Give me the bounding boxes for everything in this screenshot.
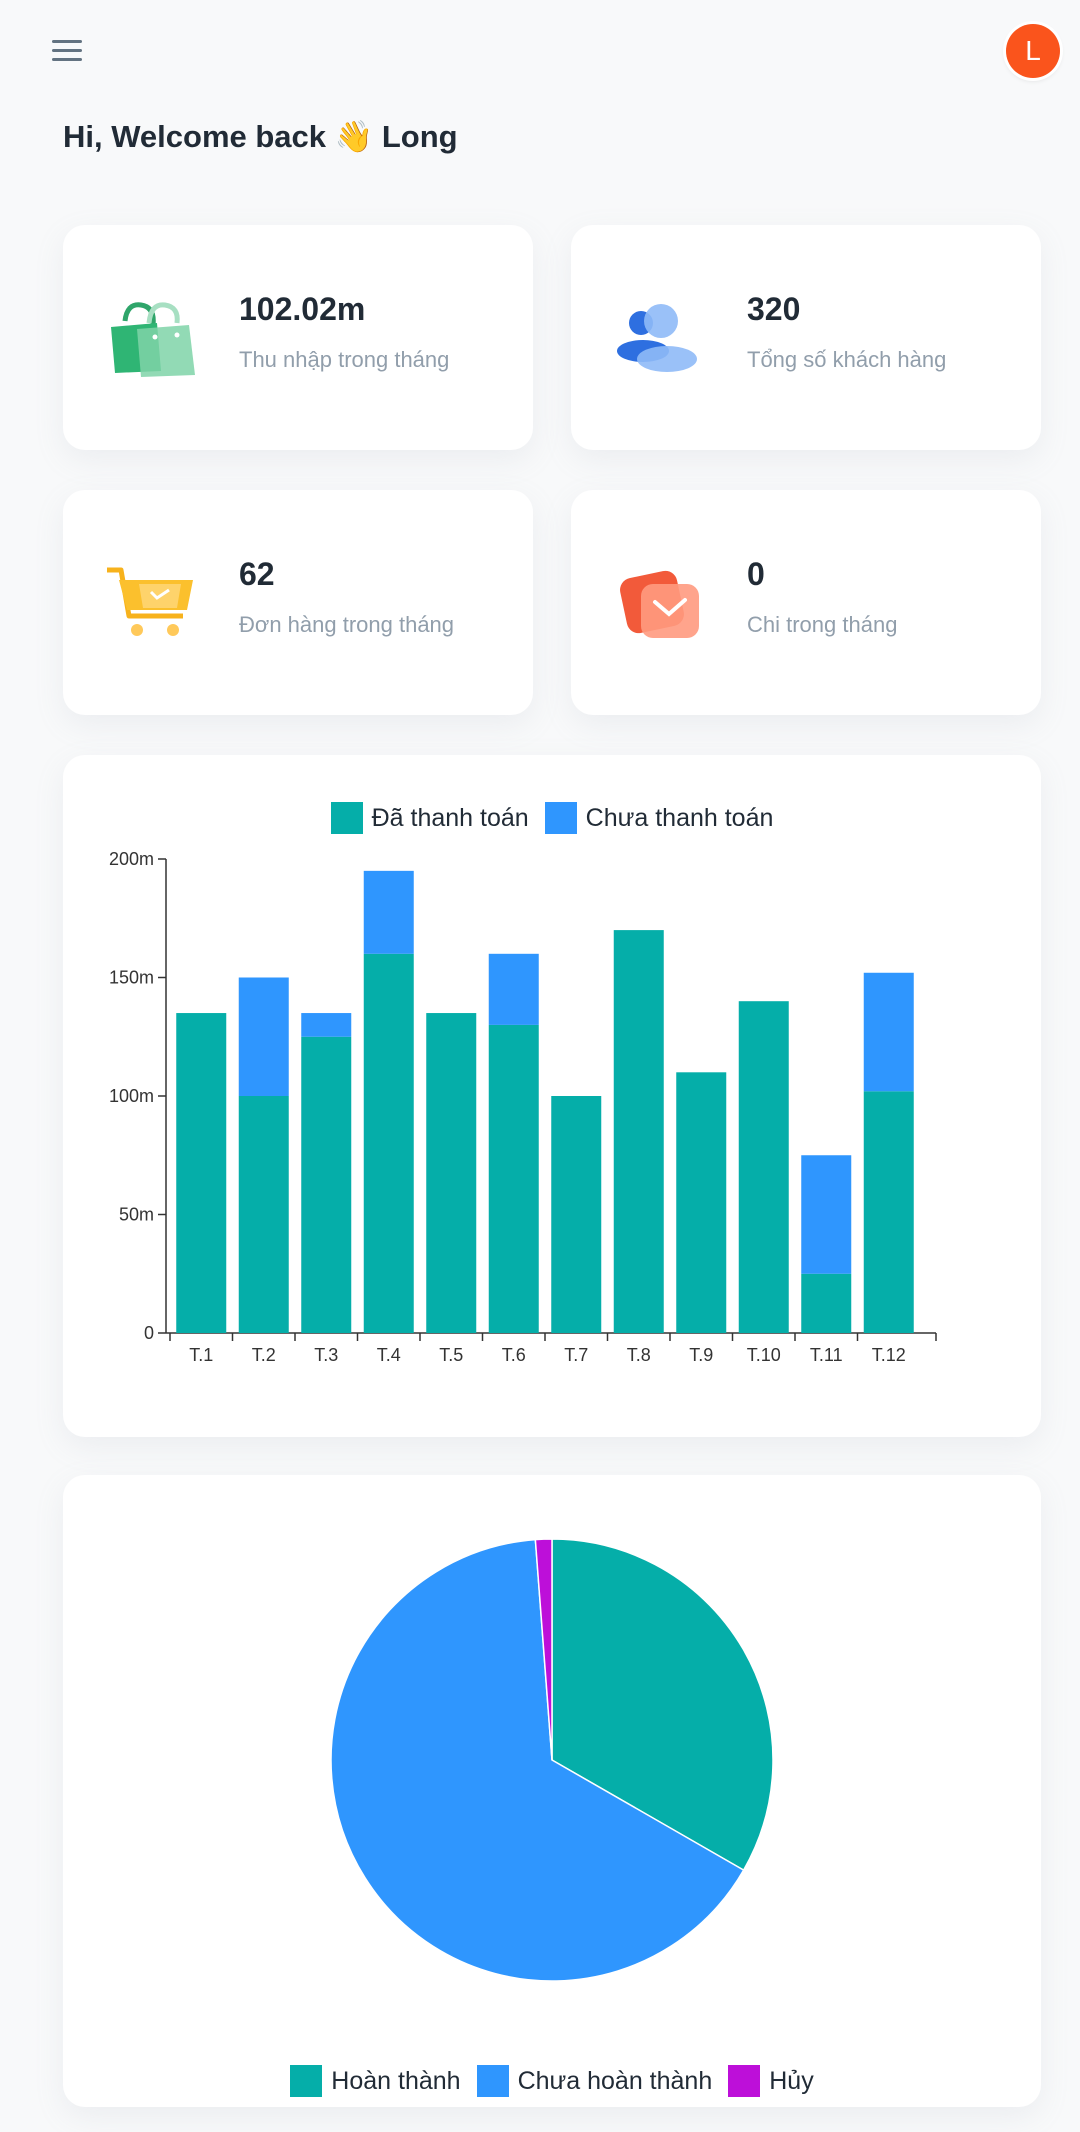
legend-label: Chưa hoàn thành — [517, 2066, 713, 2095]
stat-card-orders: 62 Đơn hàng trong tháng — [63, 490, 533, 715]
legend-label: Đã thanh toán — [371, 803, 529, 832]
x-tick-label: T.5 — [439, 1345, 463, 1365]
greeting-title: Hi, Welcome back 👋 Long — [63, 119, 458, 154]
bar-chart-legend: Đã thanh toán Chưa thanh toán — [63, 802, 1041, 834]
x-tick-label: T.6 — [502, 1345, 526, 1365]
stat-value: 62 — [239, 556, 275, 592]
stat-value: 102.02m — [239, 291, 366, 327]
top-bar: L — [0, 0, 1080, 100]
bar-paid[interactable] — [488, 1024, 539, 1333]
legend-item-incomplete[interactable]: Chưa hoàn thành — [476, 2065, 713, 2097]
y-tick-label: 100m — [109, 1086, 154, 1106]
stat-label: Thu nhập trong tháng — [239, 347, 450, 372]
stat-card-expense: 0 Chi trong tháng — [571, 490, 1041, 715]
legend-swatch-completed — [290, 2065, 323, 2097]
x-tick-label: T.4 — [377, 1345, 401, 1365]
legend-item-unpaid[interactable]: Chưa thanh toán — [544, 802, 774, 834]
bar-unpaid[interactable] — [301, 1013, 352, 1037]
bar-unpaid[interactable] — [363, 870, 414, 954]
x-tick-label: T.1 — [189, 1345, 213, 1365]
legend-swatch-cancelled — [728, 2065, 761, 2097]
legend-label: Hoàn thành — [331, 2066, 461, 2095]
bar-paid[interactable] — [301, 1036, 352, 1333]
bar-paid[interactable] — [738, 1001, 789, 1333]
x-tick-label: T.11 — [810, 1345, 843, 1365]
stat-card-customers: 320 Tổng số khách hàng — [571, 225, 1041, 450]
bar-paid[interactable] — [863, 1091, 914, 1333]
stat-value: 0 — [747, 556, 765, 592]
bar-chart-card: Đã thanh toán Chưa thanh toán 0 50m 100m 15… — [63, 755, 1041, 1437]
pie-chart — [330, 1538, 774, 1982]
x-tick-label: T.10 — [747, 1345, 781, 1365]
legend-swatch-incomplete — [476, 2065, 509, 2097]
users-icon — [611, 293, 711, 383]
stat-label: Đơn hàng trong tháng — [239, 612, 455, 637]
y-tick-label: 200m — [109, 849, 154, 869]
pie-slice-incomplete[interactable] — [330, 1538, 745, 1982]
bar-unpaid[interactable] — [488, 953, 539, 1025]
bar-unpaid[interactable] — [238, 977, 289, 1097]
shopping-bag-icon — [103, 293, 203, 383]
legend-item-cancelled[interactable]: Hủy — [728, 2065, 814, 2097]
legend-label: Chưa thanh toán — [585, 803, 774, 832]
hamburger-menu-icon[interactable] — [52, 38, 84, 64]
bar-paid[interactable] — [801, 1273, 852, 1333]
y-tick-label: 0 — [144, 1323, 154, 1343]
y-tick-label: 150m — [109, 968, 154, 988]
legend-swatch-unpaid — [544, 802, 577, 834]
shopping-cart-icon — [103, 558, 203, 648]
bar-paid[interactable] — [676, 1072, 727, 1333]
bar-paid[interactable] — [551, 1096, 602, 1333]
x-tick-label: T.8 — [627, 1345, 651, 1365]
bar-paid[interactable] — [238, 1096, 289, 1333]
legend-label: Hủy — [769, 2066, 814, 2095]
pie-chart-legend: Hoàn thành Chưa hoàn thành Hủy — [63, 2065, 1041, 2097]
y-tick-label: 50m — [119, 1205, 154, 1225]
legend-item-paid[interactable]: Đã thanh toán — [330, 802, 529, 834]
stat-card-income: 102.02m Thu nhập trong tháng — [63, 225, 533, 450]
x-tick-label: T.3 — [314, 1345, 338, 1365]
x-tick-label: T.2 — [252, 1345, 276, 1365]
pie-slice-cancelled[interactable] — [534, 1538, 553, 1761]
stat-label: Chi trong tháng — [747, 612, 898, 637]
stat-label: Tổng số khách hàng — [747, 347, 947, 372]
pie-chart-card: Hoàn thành Chưa hoàn thành Hủy — [63, 1475, 1041, 2107]
legend-item-completed[interactable]: Hoàn thành — [290, 2065, 461, 2097]
bar-paid[interactable] — [426, 1013, 477, 1333]
bar-paid[interactable] — [176, 1013, 227, 1333]
bar-chart: 0 50m 100m 150m 200m T.1 T.2 T.3 T.4 T.5 T.6 T.7 T.8… — [109, 849, 937, 1365]
legend-swatch-paid — [330, 802, 363, 834]
stat-value: 320 — [747, 291, 801, 327]
pie-slice-completed[interactable] — [551, 1538, 774, 1872]
bar-paid[interactable] — [363, 953, 414, 1333]
bar-paid[interactable] — [613, 930, 664, 1333]
bar-unpaid[interactable] — [801, 1155, 852, 1274]
x-tick-label: T.7 — [564, 1345, 588, 1365]
x-tick-label: T.12 — [872, 1345, 906, 1365]
bar-unpaid[interactable] — [863, 972, 914, 1092]
envelope-icon — [611, 558, 711, 648]
avatar[interactable]: L — [1006, 24, 1060, 78]
x-tick-label: T.9 — [689, 1345, 713, 1365]
